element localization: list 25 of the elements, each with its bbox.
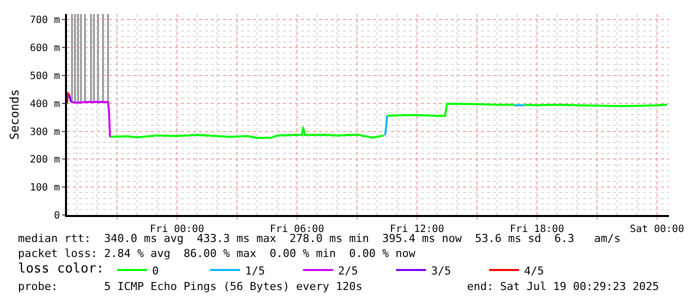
legend-label: 4/5 (524, 264, 544, 278)
text: end: Sat Jul 19 00:29:23 2025 (467, 280, 660, 293)
x-tick-label: Sat 00:00 (630, 224, 684, 235)
y-tick-label: 100 m (30, 182, 60, 194)
y-tick-label: 300 m (30, 126, 60, 138)
legend-label: 2/5 (338, 264, 358, 278)
x-tick-label: Fri 00:00 (150, 224, 204, 235)
text: probe: 5 ICMP Echo Pings (56 Bytes) every 120s (18, 280, 362, 293)
x-tick-label: Fri 18:00 (510, 224, 564, 235)
y-tick-label: 500 m (30, 70, 60, 82)
text: packet loss: 2.84 % avg 86.00 % max 0.00 % min 0.00 % now (18, 247, 416, 260)
y-tick-label: 200 m (30, 154, 60, 166)
x-tick-label: Fri 06:00 (270, 224, 324, 235)
line-series (70, 100, 111, 138)
y-axis-title: Seconds (8, 89, 22, 140)
y-tick-label: 600 m (30, 43, 60, 54)
x-tick-label: Fri 12:00 (390, 224, 444, 235)
y-tick-label: 700 m (30, 15, 60, 26)
legend-label: 0 (152, 264, 159, 278)
legend-label: 1/5 (245, 264, 265, 278)
y-tick-label: 0 (54, 210, 60, 222)
y-tick-label: 400 m (30, 98, 60, 110)
text: median rtt: 340.0 ms avg 433.3 ms max 278.0 ms min 395.4 ms now 53.6 ms sd 6.3 am/s (18, 232, 621, 245)
legend-title: loss color: (18, 261, 104, 276)
legend-label: 3/5 (431, 264, 451, 278)
